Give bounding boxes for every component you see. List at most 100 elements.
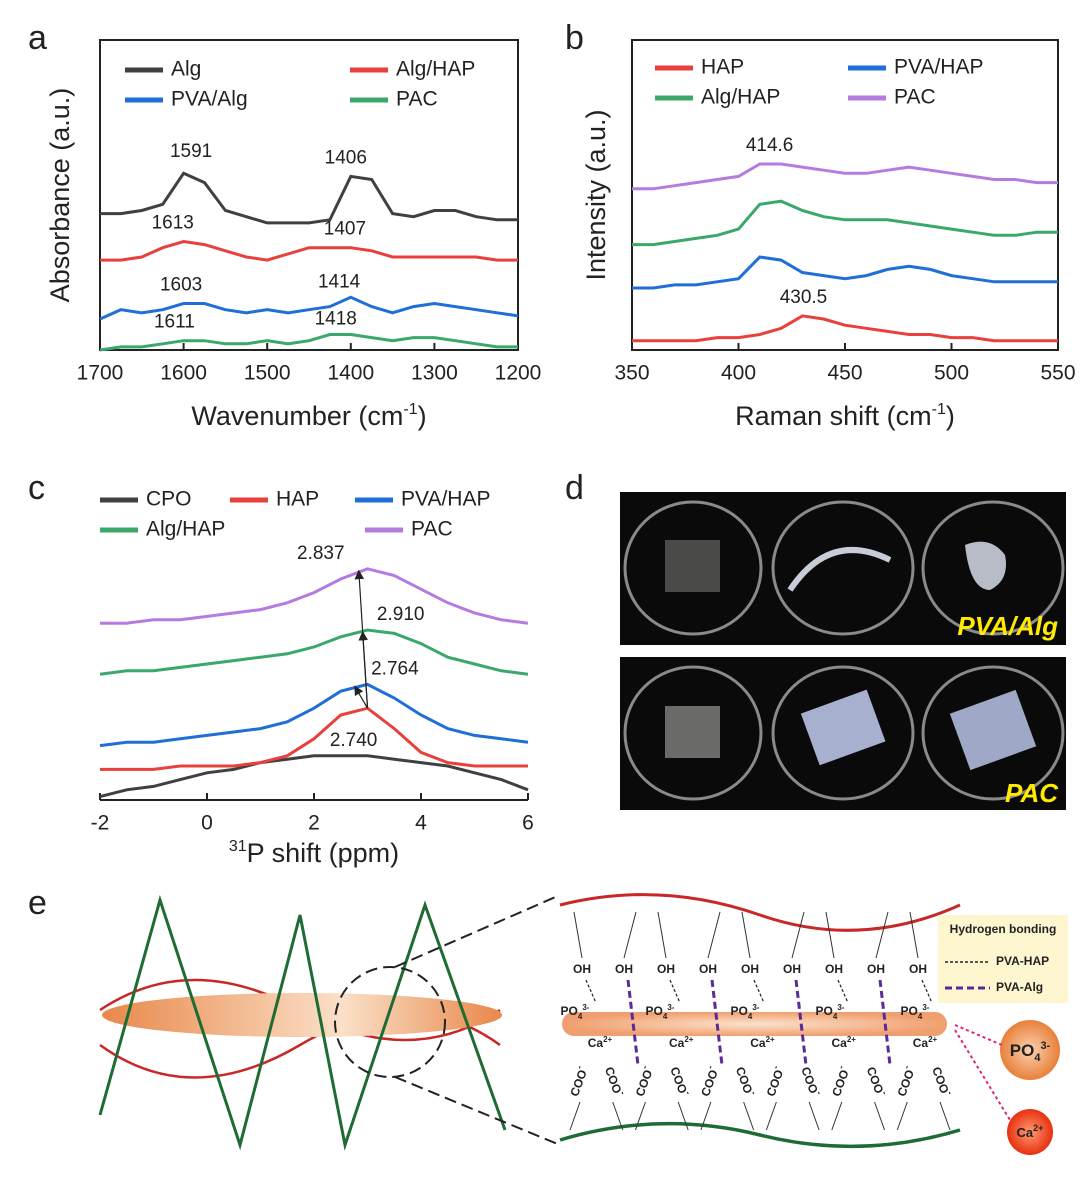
coo-label: COO- <box>798 1064 824 1098</box>
zoom-line <box>394 1076 561 1146</box>
spectrum-line <box>99 682 529 748</box>
coo-label: COO- <box>827 1064 853 1098</box>
coo-label-part: - <box>705 1064 715 1070</box>
bead-label-part: PO <box>1010 1041 1035 1060</box>
photo-label: PAC <box>1005 778 1059 808</box>
po4-label-part: PO <box>901 1004 918 1018</box>
po4-label: PO43- <box>816 1003 845 1021</box>
coo-label: COO- <box>733 1064 759 1098</box>
coo-label-part: - <box>879 1090 889 1096</box>
bead-label-part: Ca <box>1017 1125 1034 1140</box>
coo-label-part: - <box>617 1090 627 1096</box>
ca-ball <box>1007 1109 1053 1155</box>
bond <box>825 911 835 959</box>
shift-arrow <box>354 685 369 709</box>
x-tick-label: 350 <box>614 362 649 385</box>
dish <box>771 665 915 801</box>
coo-label-part: COO <box>567 1068 590 1098</box>
ca-label: Ca2+ <box>913 1035 938 1051</box>
ca-label: Ca2+ <box>750 1035 775 1051</box>
x-axis-label-part: -1 <box>403 401 417 418</box>
oh-label: OH <box>657 962 675 976</box>
legend-title: Hydrogen bonding <box>950 922 1057 936</box>
po4-label: PO43- <box>901 1003 930 1021</box>
coo-label: COO- <box>602 1064 628 1098</box>
x-tick-label: 500 <box>934 362 969 385</box>
dish <box>771 500 915 636</box>
x-tick-label: 450 <box>827 362 862 385</box>
bond <box>573 911 583 959</box>
coo-label-part: COO <box>829 1068 852 1098</box>
peak-label: 2.740 <box>330 730 378 751</box>
peak-label: 1407 <box>324 219 366 240</box>
coo-label: COO- <box>864 1064 890 1098</box>
po4-label-part: 4 <box>748 1012 753 1021</box>
schematic: Hydrogen bonding PVA-HAP PVA-Alg <box>98 893 1068 1155</box>
spectrum-line <box>99 333 518 352</box>
peak-label: 2.837 <box>297 543 345 564</box>
x-tick-label: -2 <box>91 812 110 835</box>
ca-label-part: Ca <box>750 1036 766 1050</box>
x-tick-label: 550 <box>1040 362 1075 385</box>
spectrum-line <box>632 314 1058 343</box>
peak-label: 1613 <box>152 212 194 233</box>
coo-label-part: - <box>771 1064 781 1070</box>
dish <box>921 500 1065 636</box>
pva-alg-bond <box>878 979 892 1066</box>
spectrum-line <box>632 255 1058 290</box>
plot-frame <box>99 39 519 351</box>
legend-label: Alg/HAP <box>396 58 475 81</box>
spectrum-line <box>632 162 1058 191</box>
y-axis-label: Absorbance (a.u.) <box>45 88 75 303</box>
peak-label: 1406 <box>325 147 367 168</box>
pva-hap-bond <box>585 979 597 1004</box>
bond <box>741 911 751 959</box>
film <box>949 689 1037 771</box>
x-tick-label: 1600 <box>160 362 207 385</box>
peak-label: 430.5 <box>780 287 828 308</box>
po4-label-part: 3- <box>752 1003 759 1012</box>
oh-label: OH <box>825 962 843 976</box>
legend-label: Alg/HAP <box>701 86 780 109</box>
zoom-circle <box>334 966 446 1078</box>
peak-label: 1418 <box>315 309 357 330</box>
ca-label-part: 2+ <box>766 1035 775 1044</box>
spectrum-line <box>99 754 529 799</box>
dish <box>921 665 1065 801</box>
coo-label-part: - <box>574 1064 584 1070</box>
bond <box>831 1101 843 1131</box>
film <box>665 706 720 758</box>
po4-label-part: PO <box>731 1004 748 1018</box>
bead-label-part: 2+ <box>1033 1123 1043 1133</box>
peak-label: 1591 <box>170 141 212 162</box>
po4-ball <box>1000 1020 1060 1080</box>
po4-label-part: 4 <box>918 1012 923 1021</box>
panel-label: b <box>565 19 584 57</box>
x-axis-label-part: -1 <box>932 401 946 418</box>
oh-label: OH <box>741 962 759 976</box>
pva-alg-bond <box>710 979 724 1066</box>
coo-label-part: - <box>814 1090 824 1096</box>
panel-label: c <box>28 469 45 507</box>
legend-label: CPO <box>146 488 192 511</box>
x-tick-label: 1300 <box>411 362 458 385</box>
x-axis-label-part: ) <box>946 401 955 431</box>
bond <box>909 911 919 959</box>
pva-hap-bond <box>669 979 681 1004</box>
x-tick-label: 400 <box>721 362 756 385</box>
legend-label: PVA/HAP <box>894 56 983 79</box>
bond <box>896 1101 908 1131</box>
legend-label: PAC <box>894 86 936 109</box>
spectrum-line <box>99 295 519 321</box>
peak-label: 1603 <box>160 274 202 295</box>
bond <box>634 1101 646 1131</box>
bead-label: Ca2+ <box>1017 1123 1044 1140</box>
ca-label: Ca2+ <box>588 1035 613 1051</box>
spectrum-line <box>99 628 529 676</box>
peak-label: 1414 <box>318 271 361 292</box>
zoom-line <box>394 894 561 968</box>
bond <box>657 911 667 959</box>
coo-label-part: COO <box>633 1068 656 1098</box>
legend-label: PVA-HAP <box>996 954 1049 968</box>
